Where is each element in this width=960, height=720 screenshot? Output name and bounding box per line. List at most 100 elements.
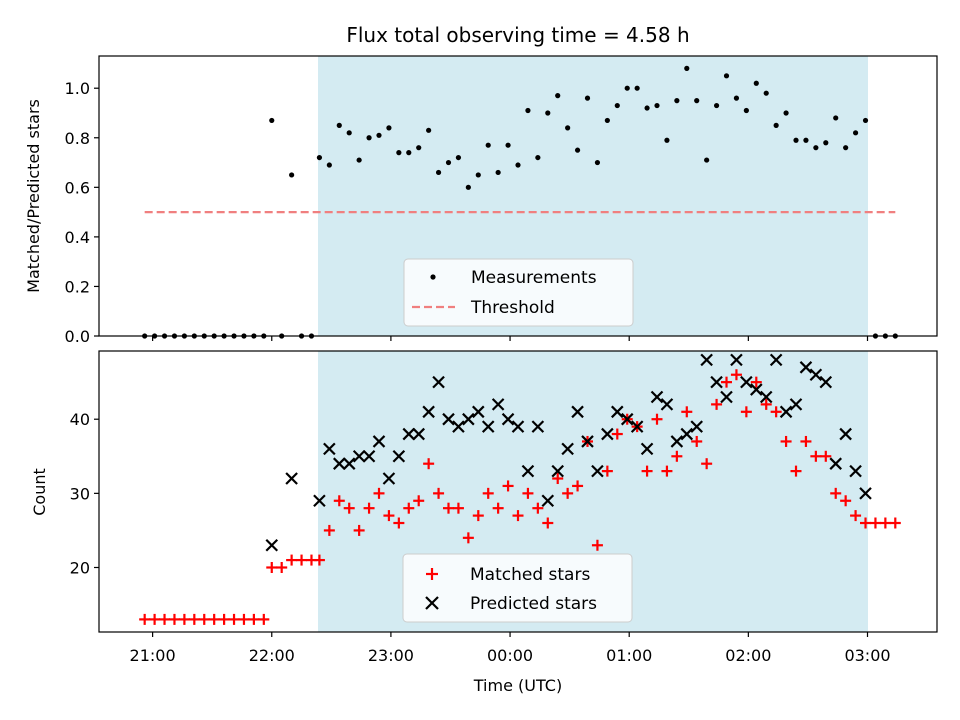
predicted-star-point [511,420,525,433]
matched-star-point [691,435,703,447]
top-x-ticks [152,336,869,341]
measurement-point [475,172,481,178]
predicted-star-point [700,353,713,367]
x-axis-label: Time (UTC) [473,676,562,695]
x-tick-label: 22:00 [249,646,295,665]
legend-matched-marker [426,568,438,580]
matched-star-point [740,406,752,418]
top-axes-frame [98,55,938,337]
measurement-point [386,125,392,131]
measurement-point [574,147,581,153]
matched-star-point [296,554,308,566]
measurement-point [604,117,610,124]
bottom-legend: Matched stars Predicted stars [402,553,633,623]
predicted-stars-group [265,353,872,552]
measurement-point [694,98,700,104]
bottom-y-ticks: 20 30 40 [70,410,99,577]
matched-star-point [276,561,288,573]
predicted-star-point [541,494,555,508]
matched-star-point [323,524,335,536]
measurement-point [505,142,511,148]
matched-star-point [248,613,260,625]
matched-star-point [889,517,901,529]
matched-star-point [601,465,613,477]
matched-star-point [266,561,278,573]
matched-star-point [879,517,891,529]
predicted-star-point [630,420,644,433]
measurement-point [614,102,620,109]
predicted-star-point [620,412,634,426]
measurement-point [813,145,819,151]
predicted-star-point [601,427,614,441]
matched-star-point [159,613,171,625]
chart-title: Flux total observing time = 4.58 h [346,23,689,47]
matched-star-point [492,502,504,514]
predicted-star-point [581,435,594,448]
matched-star-point [810,450,822,462]
predicted-star-point [769,353,783,367]
measurement-point [753,80,759,86]
predicted-star-point [313,494,326,508]
measurement-point [803,137,809,143]
measurement-point [664,137,670,143]
predicted-star-point [372,435,386,448]
predicted-star-point [382,472,396,485]
top-y-tick-label: 0.0 [65,327,90,346]
predicted-star-point [452,420,465,433]
measurement-point [565,125,571,131]
matched-star-point [681,406,693,418]
measurement-point [455,154,462,161]
legend-predicted-marker [425,596,439,610]
x-tick-label: 23:00 [368,646,414,665]
measurement-point [326,162,332,168]
predicted-star-point [412,427,425,441]
matched-star-point [333,495,345,507]
matched-stars-group [139,369,901,625]
measurement-point [366,135,372,141]
matched-star-point [258,613,270,625]
matched-star-point [522,487,534,499]
measurement-point [435,169,442,176]
predicted-star-point [362,450,376,463]
matched-star-point [198,613,210,625]
measurement-point [713,102,720,109]
measurement-point [833,115,839,121]
matched-star-point [860,517,872,529]
legend-predicted-label: Predicted stars [470,594,597,614]
matched-star-point [711,398,723,410]
matched-star-point [760,398,772,410]
measurement-point [594,159,601,166]
measurement-point [733,95,740,101]
matched-star-point [641,465,653,477]
matched-star-point [363,502,375,514]
measurement-point [269,117,275,124]
matched-star-point [869,517,881,529]
matched-star-point [830,487,842,499]
legend-measurements-marker [430,274,436,280]
bottom-panel: 20 30 40 21:00 22:00 23:00 00:00 01:00 02:00 03:… [30,350,938,695]
top-y-tick-label: 0.2 [65,277,90,296]
matched-star-point [542,517,554,529]
measurement-point [783,110,789,116]
top-y-tick-label: 0.4 [65,228,90,247]
matched-star-point [661,465,673,477]
matched-star-point [373,487,385,499]
predicted-star-point [789,398,803,411]
matched-star-point [208,613,220,625]
predicted-star-point [660,398,674,411]
measurement-point [723,73,730,79]
predicted-star-point [352,450,366,463]
measurement-point [445,159,452,166]
predicted-star-point [839,427,852,441]
measurement-point [634,85,640,91]
top-y-tick-label: 1.0 [65,79,90,98]
predicted-star-point [819,375,833,389]
measurement-point [823,140,829,146]
predicted-star-point [809,368,823,382]
legend-measurements-label: Measurements [471,268,597,288]
matched-star-point [840,495,852,507]
x-tick-label: 01:00 [606,646,652,665]
matched-star-point [512,510,524,522]
predicted-star-point [690,420,703,433]
matched-star-point [452,502,464,514]
